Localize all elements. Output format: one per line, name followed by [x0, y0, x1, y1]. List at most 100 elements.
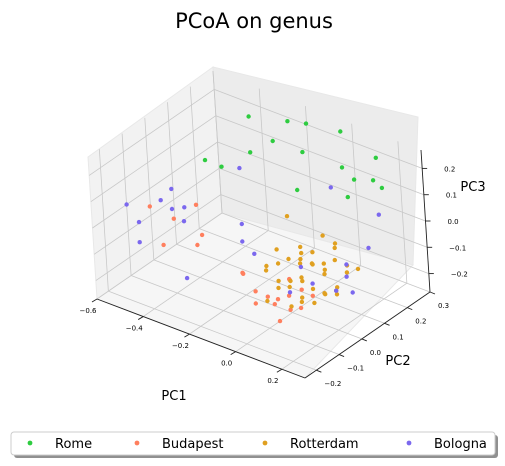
point-rotterdam — [310, 250, 315, 255]
grid-line-z-back — [215, 115, 424, 196]
point-budapest — [298, 305, 304, 311]
point-rotterdam — [355, 266, 361, 272]
point-rotterdam — [265, 298, 270, 304]
legend-item-budapest: Budapest — [134, 437, 224, 452]
z-tick-label: 0.0 — [448, 218, 459, 226]
y-axis-line — [304, 291, 431, 379]
point-rotterdam — [321, 261, 326, 266]
point-budapest — [241, 271, 246, 276]
point-rome — [248, 150, 253, 155]
x-tick-label: −0.4 — [126, 325, 144, 333]
point-bologna — [137, 240, 142, 245]
point-rotterdam — [312, 300, 317, 306]
point-rotterdam — [298, 256, 303, 262]
point-bologna — [287, 290, 293, 295]
y-tick-label: −0.1 — [347, 365, 364, 373]
y-tick-label: −0.2 — [324, 380, 341, 388]
series-bologna — [124, 165, 381, 295]
x-axis-label: PC1 — [161, 389, 186, 404]
grid-line-y-floor — [153, 259, 362, 340]
grid-line-z-left — [92, 141, 218, 229]
point-budapest — [277, 318, 283, 324]
point-bologna — [239, 221, 244, 227]
point-bologna — [181, 219, 187, 224]
point-rotterdam — [322, 291, 327, 296]
y-tick-mark — [429, 291, 436, 295]
point-budapest — [253, 301, 258, 306]
z-tick-label: −0.1 — [449, 244, 466, 252]
grid-line-z-left — [93, 167, 220, 255]
point-rotterdam — [332, 257, 337, 263]
point-rome — [338, 129, 343, 134]
y-tick-label: 0.1 — [393, 333, 404, 341]
grid-line-z-back — [219, 167, 428, 248]
y-tick-mark — [361, 338, 367, 342]
point-rotterdam — [286, 256, 291, 262]
point-bologna — [169, 206, 175, 212]
point-bologna — [182, 205, 187, 210]
scatter-points — [124, 114, 385, 324]
z-tick-label: 0.1 — [446, 192, 457, 200]
grid-line-x-floor — [142, 230, 269, 317]
point-bologna — [350, 290, 355, 295]
x-tick-label: −0.2 — [172, 342, 189, 350]
point-rotterdam — [322, 267, 327, 272]
point-rotterdam — [297, 261, 303, 266]
point-budapest — [171, 216, 176, 221]
point-rome — [270, 138, 275, 144]
legend-marker-rome — [27, 440, 33, 446]
grid-line-y-floor — [176, 243, 385, 324]
grid-line-y-floor — [108, 290, 317, 371]
point-rotterdam — [263, 268, 269, 273]
point-budapest — [161, 242, 166, 248]
point-bologna — [124, 202, 129, 207]
point-rotterdam — [310, 262, 315, 267]
legend-marker-budapest — [134, 440, 140, 446]
point-rotterdam — [335, 285, 340, 290]
point-budapest — [286, 293, 292, 298]
z-tick-label: 0.2 — [444, 165, 455, 173]
x-axis-line — [96, 298, 306, 379]
point-rome — [300, 149, 305, 155]
grid-line-z-left — [95, 194, 222, 281]
z-axis-label: PC3 — [460, 180, 485, 195]
point-budapest — [310, 293, 315, 298]
point-budapest — [265, 294, 270, 299]
z-tick-label: −0.2 — [451, 271, 468, 279]
grid-line-z-left — [88, 89, 215, 176]
point-rome — [202, 157, 208, 163]
series-rome — [202, 114, 385, 200]
point-rome — [373, 155, 378, 160]
point-bologna — [328, 185, 333, 190]
point-rome — [303, 121, 309, 126]
point-budapest — [199, 232, 205, 238]
point-rome — [370, 178, 376, 183]
point-bologna — [240, 239, 245, 244]
point-rotterdam — [275, 261, 281, 266]
point-rotterdam — [298, 244, 303, 250]
point-rome — [295, 187, 300, 193]
axes-lines — [91, 149, 436, 379]
grid-line-z-back — [220, 194, 429, 274]
y-tick-label: 0.0 — [370, 349, 381, 357]
point-rotterdam — [276, 285, 281, 291]
grid-line-x-floor — [281, 282, 408, 370]
point-bologna — [169, 186, 174, 192]
point-rotterdam — [274, 247, 279, 252]
legend-marker-bologna — [406, 440, 412, 446]
point-rotterdam — [299, 275, 304, 280]
point-rome — [219, 164, 224, 169]
point-bologna — [252, 251, 257, 256]
legend-item-rome: Rome — [27, 437, 92, 452]
legend-label-bologna: Bologna — [434, 437, 487, 452]
legend: Rome Budapest Rotterdam Bologna — [10, 431, 498, 458]
legend-box — [10, 431, 496, 456]
point-rotterdam — [310, 286, 316, 292]
grid-line-x-floor — [235, 265, 361, 352]
point-rotterdam — [299, 250, 304, 256]
point-bologna — [376, 212, 381, 217]
y-tick-mark — [338, 354, 345, 357]
point-bologna — [344, 274, 349, 279]
tick-labels: −0.6 −0.4 −0.2 0.0 0.2 −0.2 −0.1 0.0 0.1 0.2 0.3 −0… — [80, 165, 468, 388]
